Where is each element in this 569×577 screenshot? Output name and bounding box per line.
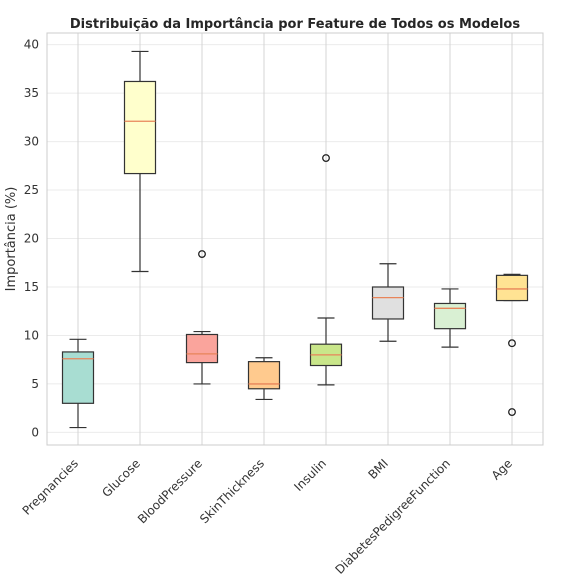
x-tick-label: Pregnancies bbox=[20, 456, 81, 517]
y-tick-label: 10 bbox=[24, 328, 39, 342]
y-axis-label: Importância (%) bbox=[4, 187, 19, 292]
box-iqr bbox=[495, 274, 529, 302]
y-tick-label: 0 bbox=[31, 425, 39, 439]
chart-title: Distribuição da Importância por Feature … bbox=[70, 17, 520, 32]
y-tick-labels: 0 5 10 15 20 25 30 35 40 bbox=[24, 38, 39, 440]
y-tick-label: 20 bbox=[24, 232, 39, 246]
grid-layer bbox=[47, 33, 543, 445]
box-Glucose bbox=[123, 50, 157, 273]
box-iqr bbox=[247, 361, 281, 390]
box-layer bbox=[61, 50, 529, 429]
y-tick-label: 25 bbox=[24, 183, 39, 197]
box-Age bbox=[495, 273, 529, 416]
x-tick-label: SkinThickness bbox=[197, 456, 267, 526]
y-tick-label: 35 bbox=[24, 86, 39, 100]
x-tick-label: Insulin bbox=[291, 456, 329, 494]
outlier-point bbox=[198, 250, 206, 258]
box-iqr bbox=[61, 351, 95, 404]
y-tick-label: 40 bbox=[24, 38, 39, 52]
box-Insulin bbox=[309, 154, 343, 386]
x-tick-label: Age bbox=[489, 456, 515, 482]
x-tick-labels: Pregnancies GlucoseBloodPressureSkinThick… bbox=[20, 456, 515, 577]
box-iqr bbox=[371, 286, 405, 320]
box-iqr bbox=[185, 333, 219, 364]
outlier-point bbox=[508, 339, 516, 348]
box-BloodPressure bbox=[185, 250, 219, 385]
x-tick-label: Glucose bbox=[99, 456, 143, 500]
box-BMI bbox=[371, 263, 405, 342]
y-tick-label: 15 bbox=[24, 280, 39, 294]
plot-frame bbox=[46, 32, 544, 446]
box-iqr bbox=[433, 302, 467, 330]
box-Pregnancies bbox=[61, 338, 95, 429]
outlier-point bbox=[322, 154, 330, 163]
y-tick-label: 5 bbox=[31, 377, 39, 391]
y-tick-label: 30 bbox=[24, 135, 39, 149]
box-iqr bbox=[123, 80, 157, 175]
x-tick-label: DiabetesPedigreeFunction bbox=[332, 456, 453, 577]
x-tick-label: BMI bbox=[365, 456, 391, 482]
outlier-point bbox=[508, 408, 516, 416]
box-SkinThickness bbox=[247, 357, 281, 401]
x-tick-label: BloodPressure bbox=[135, 456, 205, 526]
box-DiabetesPedigreeFunction bbox=[433, 288, 467, 348]
